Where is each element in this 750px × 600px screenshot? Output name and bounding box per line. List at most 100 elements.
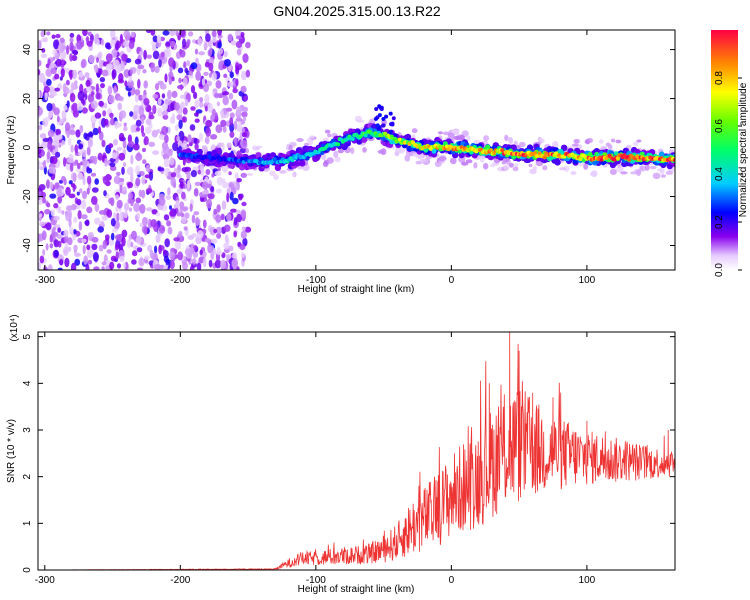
spectrogram-noise-cell <box>152 150 160 156</box>
spectrogram-noise-cell <box>241 226 246 231</box>
spectrogram-noise-cell <box>214 170 222 177</box>
spectrogram-noise-cell <box>217 166 221 172</box>
spectrogram-noise-cell <box>194 48 199 55</box>
spectrogram-noise-cell <box>84 220 90 226</box>
spectrogram-noise-cell <box>243 106 248 113</box>
spectrogram-noise-cell <box>222 95 229 106</box>
spectrogram-noise-cell <box>134 89 141 96</box>
spectrogram-noise-cell <box>216 176 224 186</box>
spectrogram-haze-cell <box>466 136 471 141</box>
spectrogram-noise-cell <box>78 143 84 150</box>
spectrogram-ridge-cell <box>255 152 262 159</box>
spectrogram-noise-cell <box>86 166 90 172</box>
spectrogram-noise-cell <box>86 206 93 214</box>
spectrogram-haze-cell <box>571 143 580 147</box>
spectrogram-noise-cell <box>123 69 130 78</box>
spectrogram-noise-cell <box>77 172 84 181</box>
spectrogram-noise-cell <box>158 133 166 141</box>
spectrogram-noise-cell <box>85 79 91 88</box>
spectrogram-noise-cell <box>162 249 167 255</box>
spectrogram-noise-cell <box>144 174 151 179</box>
spectrogram-noise-cell <box>140 116 145 125</box>
spectrogram-noise-cell <box>236 106 242 115</box>
spectrogram-haze-cell <box>528 163 533 168</box>
spectrogram-noise-cell <box>124 80 128 87</box>
spectrogram-noise-cell <box>167 187 171 196</box>
spectrogram-noise-cell <box>67 237 73 246</box>
spectrogram-noise-cell <box>101 139 106 148</box>
spectrogram-noise-cell <box>57 227 62 233</box>
spectrogram-noise-cell <box>213 208 218 215</box>
spectrogram-noise-cell <box>172 142 179 152</box>
spectrogram-noise-cell <box>110 255 117 262</box>
spectrogram-noise-cell <box>182 77 188 87</box>
spectrogram-noise-cell <box>57 206 62 214</box>
spectrogram-noise-cell <box>188 250 193 259</box>
spectrogram-noise-cell <box>177 251 184 261</box>
spectrogram-noise-cell <box>201 181 209 190</box>
spectrogram-haze-cell <box>578 144 583 150</box>
spectrogram-noise-cell <box>156 34 162 44</box>
spectrogram-haze-cell <box>503 164 510 171</box>
spectrogram-noise-cell <box>115 234 122 241</box>
spectrogram-noise-cell <box>42 137 50 143</box>
spectrogram-noise-cell <box>94 203 100 212</box>
snr-frame <box>37 331 676 571</box>
spectrogram-noise-cell <box>235 40 243 49</box>
spectrogram-noise-cell <box>141 175 146 186</box>
spectrogram-noise-cell <box>240 230 247 239</box>
spectrogram-noise-cell <box>101 69 109 77</box>
spectrogram-noise-cell <box>38 147 42 155</box>
spectrogram-noise-cell <box>195 57 199 65</box>
spectrogram-noise-cell <box>239 38 245 43</box>
spectrogram-noise-cell <box>236 213 243 223</box>
spectrogram-noise-cell <box>238 120 242 131</box>
spectrogram-noise-cell <box>113 85 117 94</box>
spectrogram-noise-cell <box>169 205 172 210</box>
spectrogram-noise-cell <box>77 210 82 220</box>
spectrogram-noise-cell <box>67 157 74 163</box>
spectrogram-noise-cell <box>139 222 144 227</box>
spectrogram-noise-cell <box>201 78 205 86</box>
spectrogram-noise-cell <box>63 86 70 95</box>
spectrogram-noise-cell <box>131 259 137 265</box>
spectrogram-noise-cell <box>168 75 173 85</box>
y-tick-label: 40 <box>22 44 33 56</box>
spectrogram-noise-cell <box>119 184 123 194</box>
spectrogram-noise-cell <box>162 153 170 160</box>
spectrogram-haze-cell <box>415 153 424 159</box>
spectrogram-noise-cell <box>115 42 119 51</box>
spectrogram-noise-cell <box>212 88 218 93</box>
spectrogram-haze-cell <box>591 170 598 178</box>
spectrogram-noise-cell <box>130 199 134 207</box>
spectrogram-noise-cell <box>232 88 238 94</box>
spectrogram-noise-cell <box>92 127 99 136</box>
spectrogram-noise-cell <box>101 266 105 270</box>
spectrogram-noise-cell <box>83 255 89 265</box>
spectrogram-noise-cell <box>93 266 100 270</box>
spectrogram-noise-cell <box>195 218 201 226</box>
spectrogram-noise-cell <box>197 37 202 46</box>
x-tick-label: 0 <box>449 275 455 286</box>
spectrogram-noise-cell <box>78 221 83 231</box>
spectrogram-ridge-cell <box>258 160 262 165</box>
spectrogram-noise-cell <box>160 51 165 58</box>
spectrogram-noise-cell <box>38 200 43 205</box>
spectrogram-noise-cell <box>49 234 53 243</box>
spectrogram-noise-cell <box>111 228 118 233</box>
spectrogram-noise-cell <box>204 105 208 112</box>
spectrogram-noise-cell <box>235 35 243 40</box>
spectrogram-haze-cell <box>321 153 327 161</box>
y-tick-label: 4 <box>22 380 33 386</box>
spectrogram-noise-cell <box>235 78 239 87</box>
spectrogram-noise-cell <box>45 222 52 231</box>
spectrogram-noise-cell <box>57 267 63 270</box>
spectrogram-noise-cell <box>183 61 187 69</box>
spectrogram-noise-cell <box>200 167 205 177</box>
spectrogram-noise-cell <box>189 124 196 131</box>
spectrogram-noise-cell <box>78 188 83 194</box>
spectrogram-noise-cell <box>225 107 233 112</box>
spectrogram-noise-cell <box>150 30 156 36</box>
